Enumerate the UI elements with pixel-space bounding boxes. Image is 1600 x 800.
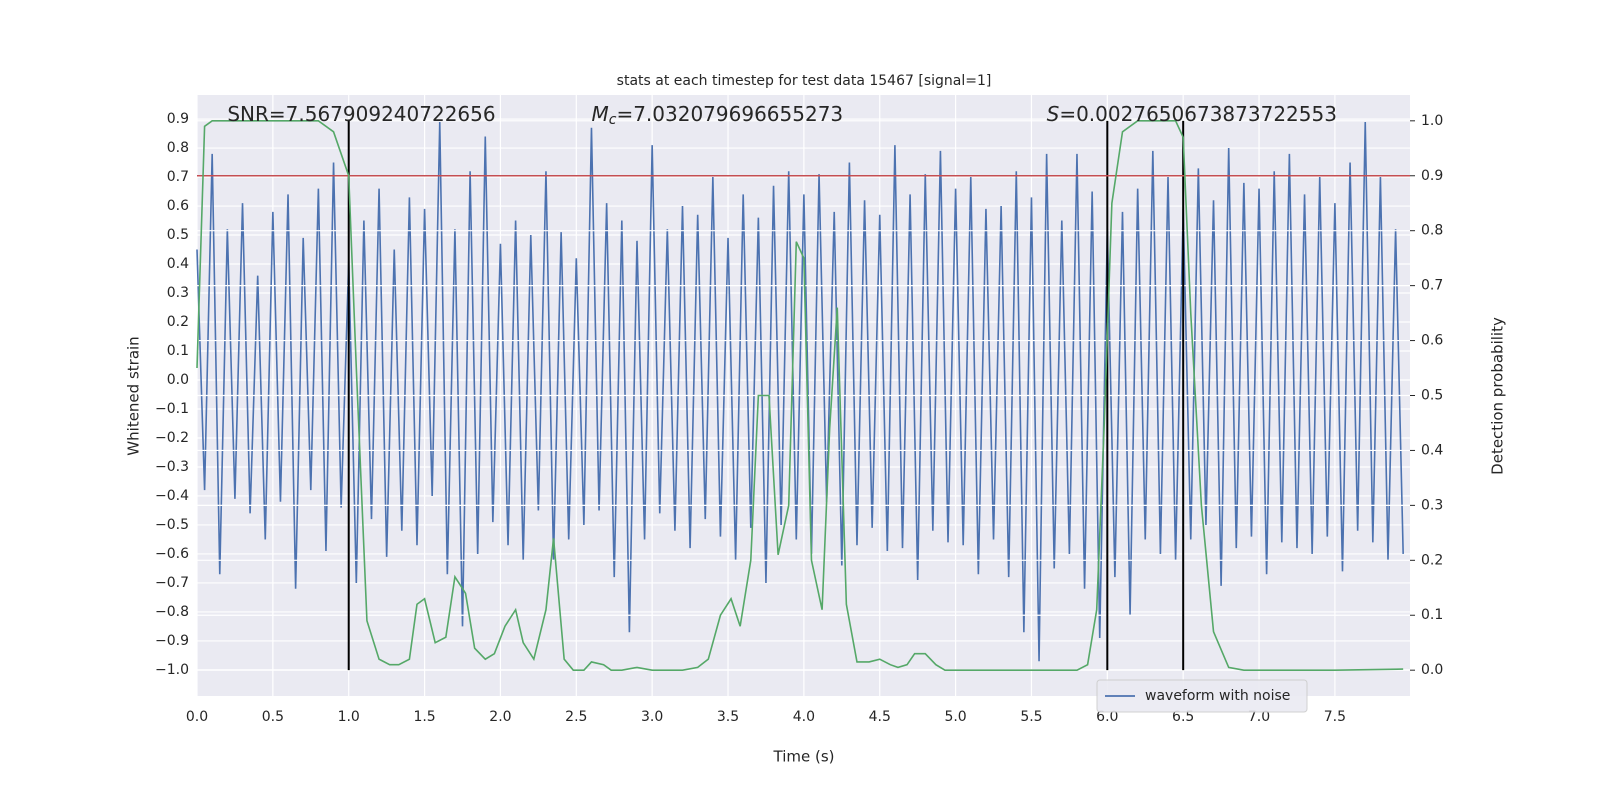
- y-tick-label: −1.0: [155, 662, 189, 678]
- y-tick-label: −0.2: [155, 430, 189, 446]
- x-tick-label: 1.5: [413, 709, 435, 725]
- y-tick-label: −0.4: [155, 488, 189, 504]
- y-tick-label: −0.6: [155, 546, 189, 562]
- annotation: Mc=7.032079696655273: [591, 102, 843, 129]
- y2-tick-label: 1.0: [1421, 113, 1443, 129]
- x-tick-label: 4.0: [793, 709, 815, 725]
- y-tick-label: −0.7: [155, 575, 189, 591]
- y2-tick-label: 0.8: [1421, 223, 1443, 239]
- legend-box: [1096, 679, 1308, 713]
- y-tick-label: 0.1: [167, 343, 189, 359]
- legend-label: waveform with noise: [1145, 688, 1290, 704]
- x-tick-label: 3.5: [717, 709, 739, 725]
- y-tick-label: −0.5: [155, 517, 189, 533]
- y2-tick-label: 0.3: [1421, 497, 1443, 513]
- y-tick-label: 0.5: [167, 227, 189, 243]
- y2-tick-label: 0.7: [1421, 278, 1443, 294]
- y-axis-label: Whitened strain: [125, 336, 143, 455]
- x-tick-label: 1.0: [338, 709, 360, 725]
- annotation-symbol: S: [1047, 102, 1060, 126]
- x-tick-label: 2.5: [565, 709, 587, 725]
- chart-title: stats at each timestep for test data 154…: [617, 73, 992, 89]
- x-tick-label: 7.0: [1248, 709, 1270, 725]
- y2-axis-label: Detection probability: [1489, 317, 1507, 475]
- y2-tick-label: 0.5: [1421, 388, 1443, 404]
- y-tick-label: −0.3: [155, 459, 189, 475]
- series-line: [196, 121, 1404, 662]
- y-tick-label: −0.9: [155, 633, 189, 649]
- annotation: S=0.0027650673873722553: [1047, 102, 1337, 126]
- y2-tick-label: 0.2: [1421, 552, 1443, 568]
- y2-tick-label: 0.0: [1421, 662, 1443, 678]
- y-tick-label: −0.1: [155, 401, 189, 417]
- series-line: [196, 120, 1404, 671]
- annotation-text: SNR=7.567909240722656: [227, 102, 495, 126]
- annotation: SNR=7.567909240722656: [227, 102, 495, 126]
- x-tick-label: 0.5: [262, 709, 284, 725]
- y-tick-label: 0.8: [167, 140, 189, 156]
- y-tick-label: −0.8: [155, 604, 189, 620]
- y2-tick-label: 0.1: [1421, 607, 1443, 623]
- y2-tick-label: 0.6: [1421, 333, 1443, 349]
- x-tick-label: 6.5: [1172, 709, 1194, 725]
- y-tick-label: 0.7: [167, 169, 189, 185]
- y-tick-label: 0.3: [167, 285, 189, 301]
- y2-tick-label: 0.9: [1421, 168, 1443, 184]
- y-tick-label: 0.0: [167, 372, 189, 388]
- x-tick-label: 5.0: [944, 709, 966, 725]
- x-tick-label: 0.0: [186, 709, 208, 725]
- y2-tick-label: 0.4: [1421, 442, 1443, 458]
- x-tick-label: 3.0: [641, 709, 663, 725]
- annotation-symbol: M: [591, 102, 608, 126]
- annotation-subscript: c: [609, 112, 617, 128]
- y-tick-label: 0.2: [167, 314, 189, 330]
- x-tick-label: 7.5: [1324, 709, 1346, 725]
- y-tick-label: 0.9: [167, 111, 189, 127]
- x-tick-label: 5.5: [1020, 709, 1042, 725]
- annotation-text: =7.032079696655273: [616, 102, 843, 126]
- y-tick-label: 0.4: [167, 256, 189, 272]
- legend: waveform with noise: [1096, 679, 1308, 713]
- x-tick-label: 2.0: [489, 709, 511, 725]
- x-tick-label: 4.5: [869, 709, 891, 725]
- y-tick-label: 0.6: [167, 198, 189, 214]
- x-tick-label: 6.0: [1096, 709, 1118, 725]
- x-axis-label: Time (s): [773, 748, 835, 766]
- annotation-text: =0.0027650673873722553: [1059, 102, 1337, 126]
